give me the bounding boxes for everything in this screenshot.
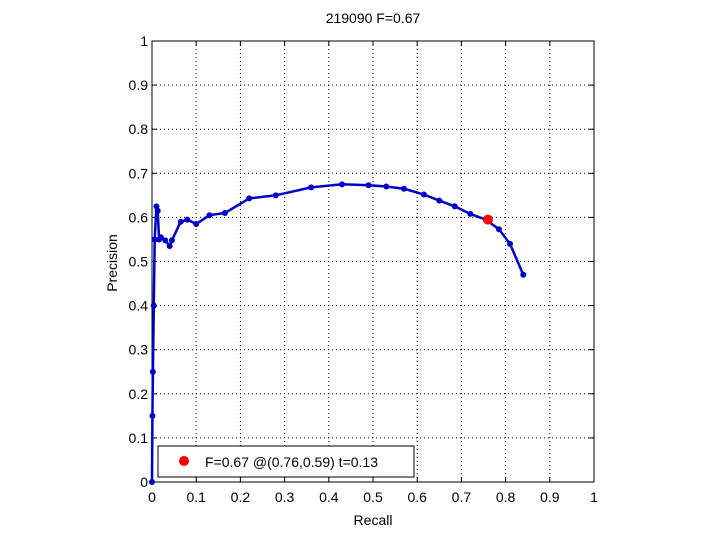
y-tick-labels: 0 0.1 0.2 0.3 0.4 0.5 0.6 0.7 0.8 0.9 1 (129, 33, 149, 490)
data-point (154, 207, 161, 214)
data-point (177, 218, 184, 225)
data-point (149, 412, 156, 419)
y-tick-label: 0.8 (129, 121, 149, 137)
data-point (206, 212, 213, 219)
series-layer (149, 181, 527, 485)
chart-title: 219090 F=0.67 (326, 10, 421, 26)
x-tick-label: 0.6 (407, 489, 427, 505)
data-point (400, 185, 407, 192)
data-point (221, 209, 228, 216)
y-tick-label: 0.3 (129, 342, 149, 358)
x-tick-label: 0.1 (186, 489, 206, 505)
data-point (162, 237, 169, 244)
data-point (157, 234, 164, 241)
x-tick-label: 1 (590, 489, 598, 505)
data-point (149, 479, 155, 485)
y-tick-label: 0 (140, 474, 148, 490)
grid-lines (152, 41, 594, 482)
y-tick-label: 0.6 (129, 209, 149, 225)
data-point (451, 203, 458, 210)
y-tick-label: 0.4 (129, 298, 149, 314)
y-tick-label: 1 (140, 33, 148, 49)
data-point (383, 183, 390, 190)
data-point (272, 192, 279, 199)
y-tick-label: 0.7 (129, 165, 149, 181)
best-f-point (482, 214, 493, 225)
data-point (365, 182, 372, 189)
legend: F=0.67 @(0.76,0.59) t=0.13 (157, 445, 415, 478)
y-axis-label: Precision (104, 234, 120, 292)
y-tick-label: 0.9 (129, 77, 149, 93)
x-tick-label: 0 (148, 489, 156, 505)
x-tick-label: 0.3 (275, 489, 295, 505)
data-point (467, 210, 474, 217)
legend-marker (179, 456, 189, 466)
y-tick-label: 0.1 (129, 430, 149, 446)
x-tick-label: 0.7 (452, 489, 472, 505)
x-tick-label: 0.2 (231, 489, 251, 505)
data-point (520, 271, 527, 278)
data-point (507, 240, 514, 247)
x-tick-labels: 0 0.1 0.2 0.3 0.4 0.5 0.6 0.7 0.8 0.9 1 (148, 489, 598, 505)
data-point (436, 197, 443, 204)
x-axis-label: Recall (354, 512, 393, 528)
data-point (339, 181, 346, 188)
data-point (246, 195, 253, 202)
legend-label: F=0.67 @(0.76,0.59) t=0.13 (205, 454, 378, 470)
y-tick-label: 0.5 (129, 254, 149, 270)
y-tick-label: 0.2 (129, 386, 149, 402)
legend-box (157, 445, 415, 478)
x-tick-label: 0.4 (319, 489, 339, 505)
data-point (193, 221, 200, 228)
data-point (149, 368, 156, 375)
x-tick-label: 0.5 (363, 489, 383, 505)
data-point (420, 191, 427, 198)
x-tick-label: 0.9 (540, 489, 560, 505)
data-point (168, 237, 175, 244)
data-point (495, 226, 502, 233)
data-point (151, 236, 158, 243)
data-point (150, 302, 157, 309)
data-point (308, 184, 315, 191)
data-point (166, 243, 173, 250)
x-tick-label: 0.8 (496, 489, 516, 505)
data-point (184, 216, 191, 223)
